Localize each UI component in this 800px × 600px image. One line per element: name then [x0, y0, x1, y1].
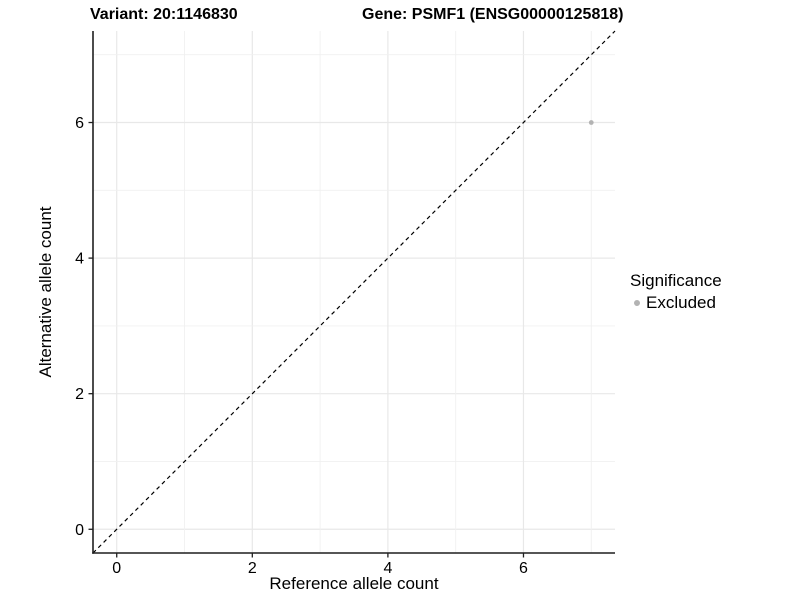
excluded-point-icon	[634, 300, 640, 306]
legend-item-excluded: Excluded	[630, 293, 722, 313]
y-tick-label: 6	[75, 115, 84, 132]
x-tick-label: 2	[248, 560, 257, 577]
y-axis-title: Alternative allele count	[36, 206, 55, 378]
legend-title: Significance	[630, 271, 722, 290]
data-point	[588, 120, 594, 125]
x-tick-label: 6	[519, 560, 528, 577]
x-axis-title: Reference allele count	[269, 574, 439, 593]
gene-title: Gene: PSMF1 (ENSG00000125818)	[362, 6, 624, 23]
legend: Significance Excluded	[630, 271, 722, 313]
variant-title: Variant: 20:1146830	[90, 6, 238, 23]
x-tick-label: 4	[383, 560, 392, 577]
identity-line	[92, 30, 616, 554]
y-tick-label: 0	[75, 522, 84, 539]
y-tick-label: 4	[75, 251, 84, 268]
y-tick-label: 2	[75, 386, 84, 403]
x-tick-label: 0	[112, 560, 121, 577]
legend-item-label: Excluded	[646, 293, 716, 312]
